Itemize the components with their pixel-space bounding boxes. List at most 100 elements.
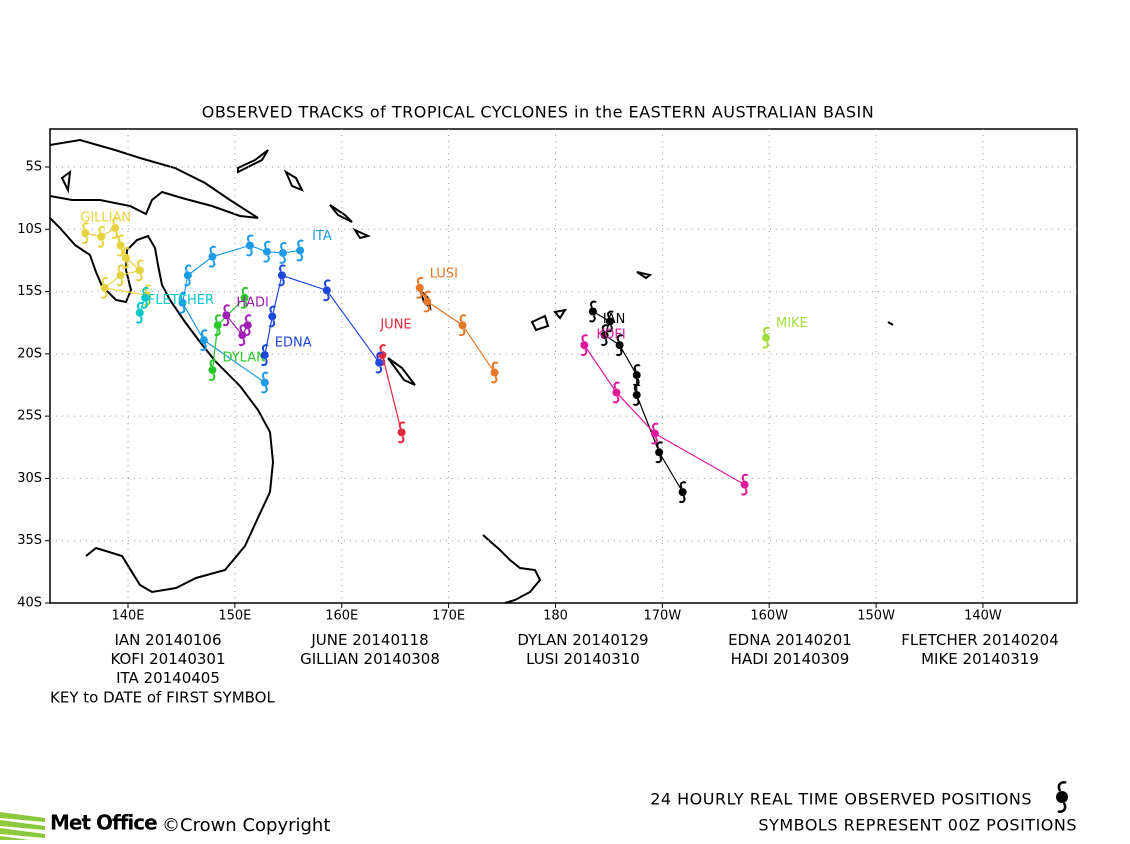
x-tick-label: 140W: [964, 609, 1002, 624]
key-entry: DYLAN 20140129: [517, 631, 648, 649]
cyclone-symbol: [278, 242, 287, 264]
key-name: LUSI: [526, 650, 559, 668]
symbol-core: [268, 312, 277, 321]
symbol-arms: [260, 371, 269, 394]
key-date: 20140405: [144, 669, 220, 687]
symbol-arms: [650, 422, 659, 445]
cyclone-symbol: [260, 344, 269, 367]
symbol-core: [588, 307, 597, 316]
symbol-arms: [588, 300, 597, 323]
key-name: FLETCHER: [901, 631, 977, 649]
symbol-arms: [213, 314, 222, 337]
symbol-core: [141, 293, 150, 302]
key-date: 20140308: [364, 650, 440, 668]
key-entry: ITA 20140405: [116, 669, 220, 687]
cyclone-symbol: [588, 300, 597, 323]
cyclone-symbol: [423, 290, 432, 313]
x-tick-label: 150E: [218, 609, 251, 624]
y-tick-label: 5S: [25, 159, 42, 174]
x-tick-label: 180: [543, 609, 568, 624]
cyclone-symbol: [116, 234, 125, 257]
cyclone-symbol: [208, 359, 217, 381]
cyclone-symbol: [632, 384, 641, 406]
legend-symbol: [1056, 781, 1068, 813]
symbol-arms: [208, 245, 217, 268]
cyclone-symbol: [415, 276, 424, 299]
symbol-core: [135, 308, 144, 317]
cyclone-symbol: [240, 286, 249, 309]
cyclone-symbol: [580, 334, 589, 357]
cyclone-symbol: [322, 279, 331, 302]
track-label: IAN: [603, 312, 625, 327]
y-tick-label: 40S: [17, 596, 42, 611]
symbol-arms: [121, 247, 130, 269]
symbol-arms: [490, 361, 499, 384]
cyclone-symbol: [135, 301, 144, 324]
track-label: JUNE: [379, 318, 411, 333]
y-tick-label: 30S: [17, 471, 42, 486]
symbol-core: [240, 293, 249, 302]
cyclone-symbol: [605, 310, 614, 333]
symbol-core: [580, 341, 589, 350]
cyclone-symbol: [141, 286, 150, 309]
cyclone-symbol: [100, 276, 109, 299]
symbol-arms: [655, 441, 664, 464]
symbol-arms: [208, 359, 217, 381]
symbol-arms: [141, 286, 150, 309]
key-entry: IAN 20140106: [114, 631, 221, 649]
symbol-core: [243, 321, 252, 330]
symbol-core: [116, 241, 125, 250]
symbol-arms: [240, 286, 249, 309]
symbol-core: [222, 311, 231, 320]
symbol-core: [121, 253, 130, 262]
symbol-arms: [606, 310, 614, 333]
symbol-arms: [322, 279, 331, 302]
key-name: EDNA: [728, 631, 771, 649]
key-name: HADI: [731, 650, 769, 668]
symbol-arms: [279, 242, 287, 264]
track-label: GILLIAN: [80, 211, 131, 226]
cyclone-symbol: [260, 371, 269, 394]
key-date: 20140301: [149, 650, 225, 668]
key-date: 20140310: [563, 650, 639, 668]
cyclone-symbol: [650, 422, 659, 445]
key-name: GILLIAN: [300, 650, 359, 668]
key-entry: EDNA 20140201: [728, 631, 852, 649]
x-tick-label: 160W: [750, 609, 788, 624]
cyclone-track: ITA: [178, 229, 332, 394]
cyclone-symbol: [615, 334, 624, 357]
symbol-core: [655, 448, 664, 457]
symbol-arms: [245, 234, 254, 257]
key-entry: JUNE 20140118: [310, 631, 428, 649]
symbol-arms: [116, 234, 125, 257]
x-tick-label: 140E: [111, 609, 144, 624]
y-tick-label: 35S: [17, 533, 42, 548]
symbol-core: [208, 366, 217, 375]
track-label: ITA: [312, 229, 332, 244]
cyclone-symbol: [375, 351, 384, 374]
key-name: JUNE: [310, 631, 347, 649]
cyclone-track: IAN: [588, 300, 687, 504]
track-line: [419, 287, 496, 373]
symbol-arms: [199, 329, 208, 352]
symbol-arms: [116, 264, 125, 287]
symbol-core: [678, 488, 687, 497]
key-entry: LUSI 20140310: [526, 650, 640, 668]
cyclone-track: DYLAN: [208, 286, 266, 381]
symbol-arms: [260, 344, 269, 367]
symbol-arms: [612, 381, 621, 404]
title: OBSERVED TRACKS of TROPICAL CYCLONES in …: [202, 103, 874, 122]
y-tick-label: 15S: [17, 284, 42, 299]
key-name: MIKE: [921, 650, 958, 668]
cyclone-symbol: [121, 247, 130, 269]
cyclone-symbol: [740, 473, 749, 496]
cyclone-track: LUSI: [415, 266, 499, 384]
coastlines: [49, 138, 894, 604]
key-name: IAN: [114, 631, 140, 649]
symbol-arms: [268, 305, 277, 328]
cyclone-symbol: [199, 329, 208, 352]
key-entry: MIKE 20140319: [921, 650, 1039, 668]
key-date: 20140118: [352, 631, 428, 649]
symbol-core: [632, 371, 641, 380]
